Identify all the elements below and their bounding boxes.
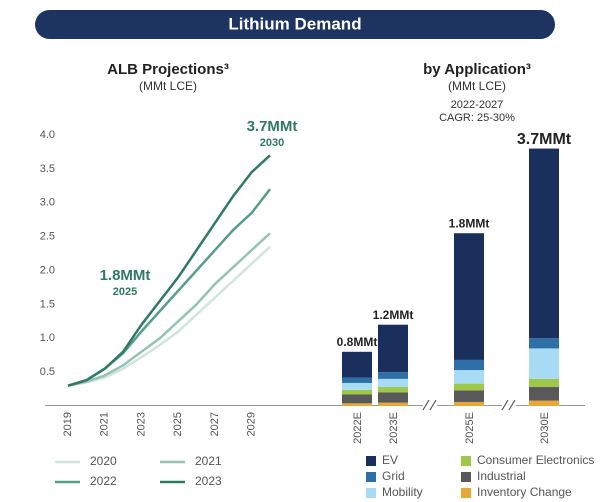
total-label: 3.7MMt <box>517 131 572 148</box>
bar-segment <box>454 370 484 384</box>
bar-segment <box>342 382 372 390</box>
legend-label: EV <box>382 453 398 467</box>
total-label: 1.8MMt <box>449 216 490 230</box>
legend-label: Consumer Electronics <box>477 453 594 467</box>
chart-title: ALB Projections³ <box>107 61 229 78</box>
bar-segment <box>378 402 408 406</box>
legend-swatch <box>461 488 471 498</box>
legend-label: Inventory Change <box>477 485 572 499</box>
x-tick-label: 2023 <box>135 412 147 436</box>
annotation: 1.8MMt <box>100 267 151 284</box>
total-label: 0.8MMt <box>337 335 378 349</box>
y-tick-label: 4.0 <box>40 129 55 141</box>
bar-segment <box>342 403 372 406</box>
note: CAGR: 25-30% <box>439 112 515 124</box>
bar-segment <box>342 351 372 378</box>
bar-segment <box>342 389 372 395</box>
title-banner <box>35 10 555 39</box>
bar-segment <box>378 372 408 379</box>
legend-swatch <box>366 488 376 498</box>
legend-swatch <box>366 456 376 466</box>
bar-segment <box>378 392 408 403</box>
total-label: 1.2MMt <box>373 308 414 322</box>
chart-subtitle: (MMt LCE) <box>139 79 197 93</box>
x-tick-label: 2030E <box>539 412 551 444</box>
chart-subtitle: (MMt LCE) <box>448 79 506 93</box>
annotation: 2030 <box>260 137 284 149</box>
bar-segment <box>529 387 559 401</box>
legend-label: 2023 <box>195 474 222 488</box>
bar-segment <box>454 383 484 391</box>
bar-segment <box>342 394 372 404</box>
bar-segment <box>342 377 372 383</box>
legend-label: 2021 <box>195 454 222 468</box>
legend-label: Mobility <box>382 485 423 499</box>
legend-swatch <box>366 472 376 482</box>
bar-segment <box>378 378 408 388</box>
legend-swatch <box>461 456 471 466</box>
legend-label: 2020 <box>90 454 117 468</box>
x-tick-label: 2022E <box>352 412 364 444</box>
x-tick-label: 2025 <box>172 412 184 436</box>
y-tick-label: 2.5 <box>40 231 55 243</box>
bar-segment <box>529 378 559 388</box>
axis-break <box>422 399 516 411</box>
bar-segment <box>529 348 559 379</box>
bar-segment <box>378 387 408 393</box>
x-tick-label: 2025E <box>464 412 476 444</box>
line <box>67 232 271 387</box>
legend-label: 2022 <box>90 474 117 488</box>
x-tick-label: 2019 <box>62 412 74 436</box>
line <box>67 154 271 387</box>
chart-title: by Application³ <box>423 61 531 78</box>
bar-segment <box>454 401 484 406</box>
y-tick-label: 1.5 <box>40 298 55 310</box>
bar-segment <box>529 400 559 406</box>
note: 2022-2027 <box>451 99 504 111</box>
legend-label: Grid <box>382 469 405 483</box>
line <box>67 245 271 387</box>
bar-segment <box>454 359 484 371</box>
x-tick-label: 2027 <box>209 412 221 436</box>
bar-segment <box>378 324 408 373</box>
x-tick-label: 2021 <box>99 412 111 436</box>
x-tick-label: 2029 <box>246 412 258 436</box>
legend-swatch <box>461 472 471 482</box>
bar-segment <box>454 390 484 402</box>
legend-label: Industrial <box>477 469 526 483</box>
annotation: 2025 <box>113 286 137 298</box>
annotation: 3.7MMt <box>247 118 298 135</box>
bar-segment <box>529 338 559 349</box>
y-tick-label: 0.5 <box>40 366 55 378</box>
page-title: Lithium Demand <box>228 14 361 33</box>
bar-segment <box>454 233 484 360</box>
x-tick-label: 2023E <box>388 412 400 444</box>
y-tick-label: 1.0 <box>40 332 55 344</box>
y-tick-label: 3.0 <box>40 197 55 209</box>
bar-segment <box>529 148 559 339</box>
y-tick-label: 3.5 <box>40 163 55 175</box>
y-tick-label: 2.0 <box>40 264 55 276</box>
